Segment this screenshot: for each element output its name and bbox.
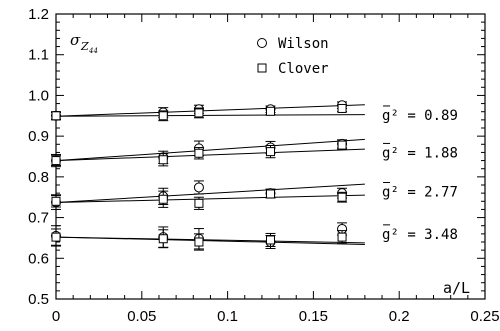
square-marker xyxy=(194,198,204,208)
fit-lines xyxy=(55,104,365,245)
wilson-point xyxy=(193,180,204,195)
square-marker xyxy=(337,232,347,242)
y-tick-label: 0.5 xyxy=(28,291,49,308)
square-marker xyxy=(337,192,347,202)
clover-point xyxy=(265,232,276,247)
legend-label-clover: Clover xyxy=(278,61,329,77)
clover-point xyxy=(193,196,204,210)
clover-point xyxy=(51,195,61,208)
clover-point xyxy=(51,228,61,246)
fit-line xyxy=(55,194,365,204)
legend-entry-clover: Clover xyxy=(257,61,329,77)
fit-line xyxy=(55,104,365,117)
clover-point xyxy=(193,107,204,119)
legend-entry-wilson: Wilson xyxy=(257,36,329,52)
fit-line xyxy=(55,183,365,204)
y-axis-label-subsub: 44 xyxy=(88,47,98,55)
clover-point xyxy=(337,103,348,113)
clover-point xyxy=(337,191,348,203)
clover-point xyxy=(193,147,204,160)
y-tick-label: 0.6 xyxy=(28,250,49,267)
clover-point xyxy=(337,230,348,245)
clover-point xyxy=(158,153,169,167)
square-marker xyxy=(337,103,347,113)
clover-point xyxy=(337,140,348,150)
g2-annotation: g² = 0.89 xyxy=(382,108,458,124)
x-tick-label: 0.25 xyxy=(470,308,499,325)
square-marker xyxy=(337,140,347,150)
square-marker xyxy=(51,232,61,242)
y-axis-label: σ xyxy=(70,31,81,49)
square-marker xyxy=(194,237,204,247)
x-tick-label: 0 xyxy=(52,308,60,325)
x-tick-label: 0.15 xyxy=(299,308,328,325)
circle-marker xyxy=(193,182,204,193)
clover-point xyxy=(158,110,169,122)
square-marker xyxy=(51,156,61,166)
clover-point xyxy=(51,111,61,121)
x-tick-label: 0.1 xyxy=(217,308,238,325)
y-axis-label-sub: Z xyxy=(80,40,89,53)
y-tick-label: 0.7 xyxy=(28,210,49,227)
y-tick-label: 1.1 xyxy=(28,47,49,64)
square-marker xyxy=(158,111,168,121)
square-marker xyxy=(266,106,275,116)
fit-line xyxy=(55,148,365,162)
clover-point xyxy=(265,106,276,116)
clover-point xyxy=(158,229,169,249)
legend-label-wilson: Wilson xyxy=(278,36,329,52)
x-axis-label: a/L xyxy=(443,279,470,297)
square-marker xyxy=(194,108,204,118)
g2-annotation: g² = 2.77 xyxy=(382,185,458,201)
square-marker xyxy=(266,147,275,157)
y-tick-label: 1.0 xyxy=(28,87,49,104)
clover-point xyxy=(51,155,61,166)
clover-point xyxy=(193,233,204,251)
square-marker xyxy=(266,189,275,199)
g2-annotation: g² = 3.48 xyxy=(382,227,458,243)
clover-point xyxy=(265,145,276,159)
y-tick-label: 1.2 xyxy=(28,6,49,23)
chart-labels: 0 0.05 0.1 0.15 0.2 0.25 0.5 0.6 0.7 0.8 0.9 1.0 1.1… xyxy=(28,6,499,325)
x-tick-label: 0.2 xyxy=(389,308,410,325)
square-marker xyxy=(158,234,168,244)
y-tick-label: 0.9 xyxy=(28,128,49,145)
fit-line xyxy=(55,138,365,162)
y-tick-label: 0.8 xyxy=(28,169,49,186)
data-points xyxy=(51,100,348,251)
axes xyxy=(55,13,486,300)
clover-point xyxy=(158,190,169,208)
fit-line xyxy=(55,236,365,244)
clover-point xyxy=(265,189,276,199)
legend-circle-icon xyxy=(257,38,267,48)
x-tick-label: 0.05 xyxy=(127,308,156,325)
square-marker xyxy=(158,194,168,204)
square-marker xyxy=(266,235,275,245)
g2-annotation: g² = 1.88 xyxy=(382,145,458,161)
square-marker xyxy=(51,111,61,121)
square-marker xyxy=(194,148,204,158)
fit-line xyxy=(55,114,365,117)
square-marker xyxy=(158,155,168,165)
legend-square-icon xyxy=(257,63,267,73)
square-marker xyxy=(51,196,61,206)
